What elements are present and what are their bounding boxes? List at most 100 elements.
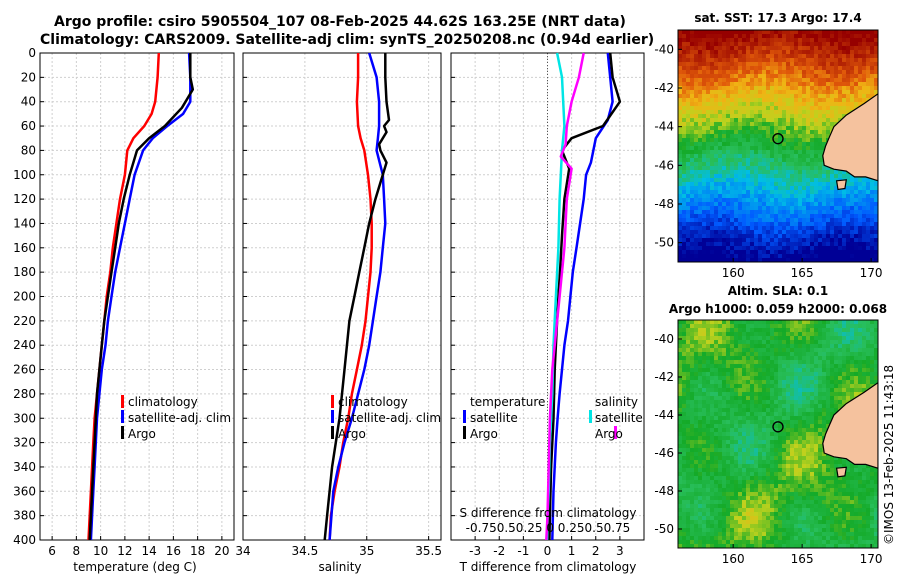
heatmap-cell [778, 174, 782, 178]
heatmap-cell [778, 372, 782, 376]
heatmap-cell [718, 142, 722, 146]
heatmap-cell [862, 90, 866, 94]
heatmap-cell [698, 222, 702, 226]
heatmap-cell [862, 94, 866, 98]
heatmap-cell [698, 400, 702, 404]
heatmap-cell [686, 384, 690, 388]
heatmap-cell [738, 170, 742, 174]
heatmap-cell [818, 452, 822, 456]
heatmap-cell [698, 142, 702, 146]
heatmap-cell [718, 62, 722, 66]
heatmap-cell [710, 174, 714, 178]
heatmap-cell [710, 118, 714, 122]
heatmap-cell [774, 50, 778, 54]
heatmap-cell [774, 380, 778, 384]
map-x-tick-label: 165 [791, 266, 814, 280]
heatmap-cell [778, 332, 782, 336]
heatmap-cell [742, 360, 746, 364]
heatmap-cell [822, 336, 826, 340]
heatmap-cell [814, 202, 818, 206]
heatmap-cell [718, 396, 722, 400]
heatmap-cell [718, 42, 722, 46]
heatmap-cell [738, 158, 742, 162]
heatmap-cell [730, 420, 734, 424]
heatmap-cell [814, 384, 818, 388]
heatmap-cell [770, 58, 774, 62]
heatmap-cell [726, 428, 730, 432]
heatmap-cell [858, 356, 862, 360]
heatmap-cell [810, 162, 814, 166]
heatmap-cell [706, 98, 710, 102]
heatmap-cell [686, 452, 690, 456]
heatmap-cell [870, 372, 874, 376]
heatmap-cell [738, 74, 742, 78]
heatmap-cell [770, 190, 774, 194]
heatmap-cell [854, 360, 858, 364]
heatmap-cell [730, 98, 734, 102]
heatmap-cell [730, 62, 734, 66]
heatmap-cell [706, 54, 710, 58]
heatmap-cell [682, 30, 686, 34]
heatmap-cell [754, 392, 758, 396]
heatmap-cell [714, 130, 718, 134]
heatmap-cell [818, 42, 822, 46]
heatmap-cell [714, 320, 718, 324]
heatmap-cell [734, 142, 738, 146]
heatmap-cell [698, 74, 702, 78]
heatmap-cell [726, 328, 730, 332]
heatmap-cell [806, 348, 810, 352]
heatmap-cell [838, 360, 842, 364]
heatmap-cell [690, 400, 694, 404]
heatmap-cell [834, 174, 838, 178]
heatmap-cell [690, 416, 694, 420]
heatmap-cell [798, 50, 802, 54]
heatmap-cell [782, 250, 786, 254]
heatmap-cell [858, 380, 862, 384]
heatmap-cell [702, 162, 706, 166]
heatmap-cell [814, 428, 818, 432]
heatmap-cell [762, 122, 766, 126]
heatmap-cell [802, 242, 806, 246]
heatmap-cell [830, 392, 834, 396]
heatmap-cell [782, 110, 786, 114]
heatmap-cell [806, 74, 810, 78]
heatmap-cell [846, 242, 850, 246]
heatmap-cell [694, 126, 698, 130]
heatmap-cell [802, 86, 806, 90]
heatmap-cell [678, 234, 682, 238]
heatmap-cell [826, 456, 830, 460]
heatmap-cell [694, 226, 698, 230]
heatmap-cell [774, 258, 778, 262]
heatmap-cell [814, 250, 818, 254]
heatmap-cell [742, 178, 746, 182]
heatmap-cell [742, 222, 746, 226]
heatmap-cell [874, 246, 878, 250]
heatmap-cell [770, 194, 774, 198]
heatmap-cell [802, 142, 806, 146]
heatmap-cell [850, 46, 854, 50]
heatmap-cell [734, 352, 738, 356]
heatmap-cell [834, 258, 838, 262]
heatmap-cell [802, 360, 806, 364]
heatmap-cell [810, 138, 814, 142]
heatmap-cell [858, 246, 862, 250]
heatmap-cell [794, 198, 798, 202]
heatmap-cell [834, 376, 838, 380]
heatmap-cell [690, 86, 694, 90]
map-y-tick-label: -42 [654, 81, 674, 95]
heatmap-cell [786, 106, 790, 110]
heatmap-cell [858, 186, 862, 190]
heatmap-cell [834, 408, 838, 412]
heatmap-cell [806, 328, 810, 332]
heatmap-cell [770, 408, 774, 412]
heatmap-cell [710, 258, 714, 262]
heatmap-cell [742, 150, 746, 154]
heatmap-cell [690, 352, 694, 356]
heatmap-cell [798, 170, 802, 174]
heatmap-cell [702, 90, 706, 94]
heatmap-cell [806, 58, 810, 62]
heatmap-cell [818, 388, 822, 392]
heatmap-cell [710, 98, 714, 102]
heatmap-cell [862, 78, 866, 82]
heatmap-cell [826, 230, 830, 234]
